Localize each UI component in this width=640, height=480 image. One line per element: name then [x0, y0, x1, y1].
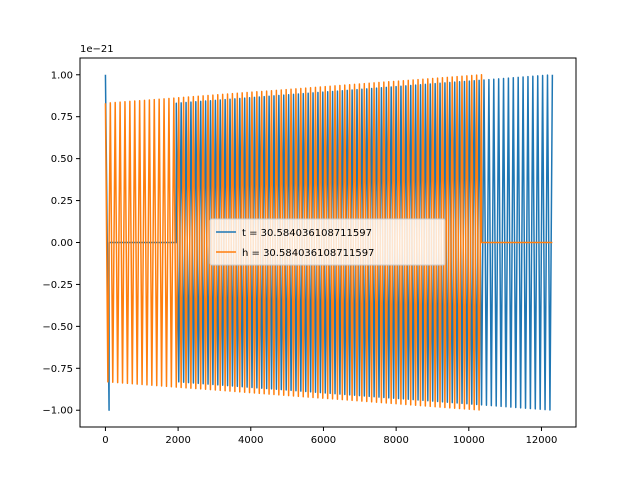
x-tick-label: 2000 [165, 435, 190, 446]
y-tick-label: 0.25 [51, 196, 73, 207]
y-offset-label: 1e−21 [80, 44, 114, 55]
y-tick-label: 0.00 [51, 238, 73, 249]
legend: t = 30.584036108711597 h = 30.5840361087… [209, 218, 446, 266]
legend-box [209, 218, 446, 266]
x-tick-label: 10000 [453, 435, 485, 446]
y-tick-label: −0.75 [42, 364, 73, 375]
series-line-0 [104, 74, 554, 411]
x-tick-label: 8000 [383, 435, 408, 446]
y-tick-label: 0.50 [51, 154, 73, 165]
x-tick-label: 4000 [238, 435, 263, 446]
x-tick-label: 0 [102, 435, 108, 446]
y-tick-label: −0.50 [42, 322, 73, 333]
x-tick-label: 12000 [526, 435, 558, 446]
x-tick-label: 6000 [311, 435, 336, 446]
y-tick-label: 0.75 [51, 112, 73, 123]
legend-label-t: t = 30.584036108711597 [242, 228, 372, 239]
y-tick-label: −0.25 [42, 280, 73, 291]
y-tick-label: −1.00 [42, 406, 73, 417]
series-layer [104, 74, 554, 411]
series-line-1 [104, 74, 553, 411]
y-tick-label: 1.00 [51, 70, 73, 81]
y-axis: 1.00 0.75 0.50 0.25 0.00 −0.25 −0.50 −0.75 −1.00 [42, 70, 80, 417]
x-axis: 0 2000 4000 6000 8000 10000 12000 [102, 427, 557, 446]
legend-label-h: h = 30.584036108711597 [242, 248, 374, 259]
